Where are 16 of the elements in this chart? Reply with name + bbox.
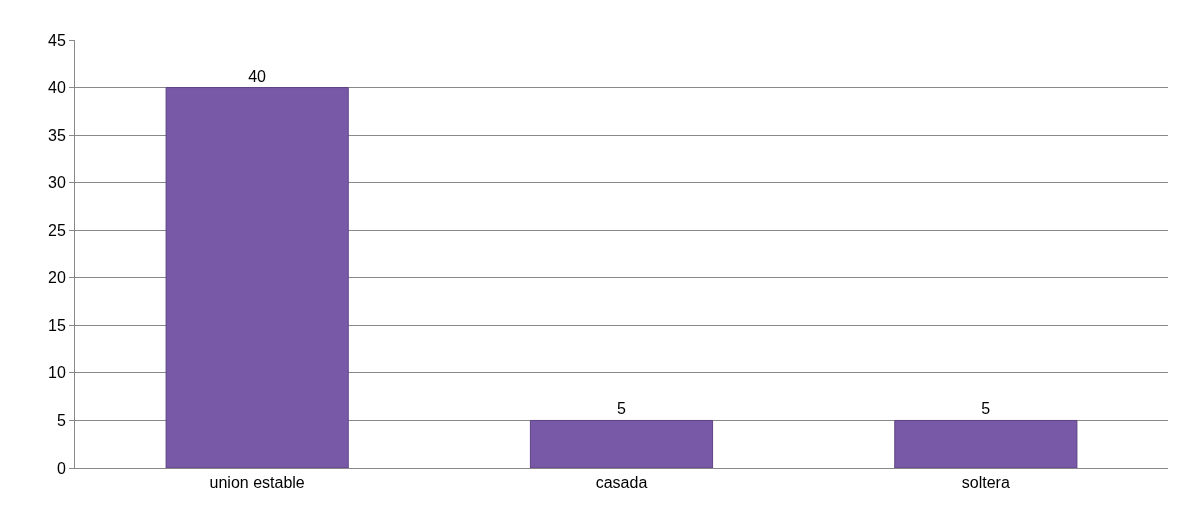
y-tick-label: 35 [48,126,66,144]
y-tick-label: 25 [48,221,66,239]
data-label: 5 [617,400,626,418]
y-tick-label: 10 [48,364,66,382]
x-tick-label: union estable [209,474,305,492]
y-tick-label: 20 [48,269,66,287]
y-tick-label: 40 [48,79,66,97]
y-tick-label: 15 [48,316,66,334]
y-tick-label: 30 [48,174,66,192]
y-tick-label: 5 [56,412,66,430]
y-tick-label: 45 [48,31,66,49]
y-tick-label: 0 [56,459,66,477]
data-label: 40 [248,67,267,85]
data-label: 5 [981,400,991,418]
x-tick-label: casada [595,474,648,492]
x-tick-label: soltera [961,474,1010,492]
